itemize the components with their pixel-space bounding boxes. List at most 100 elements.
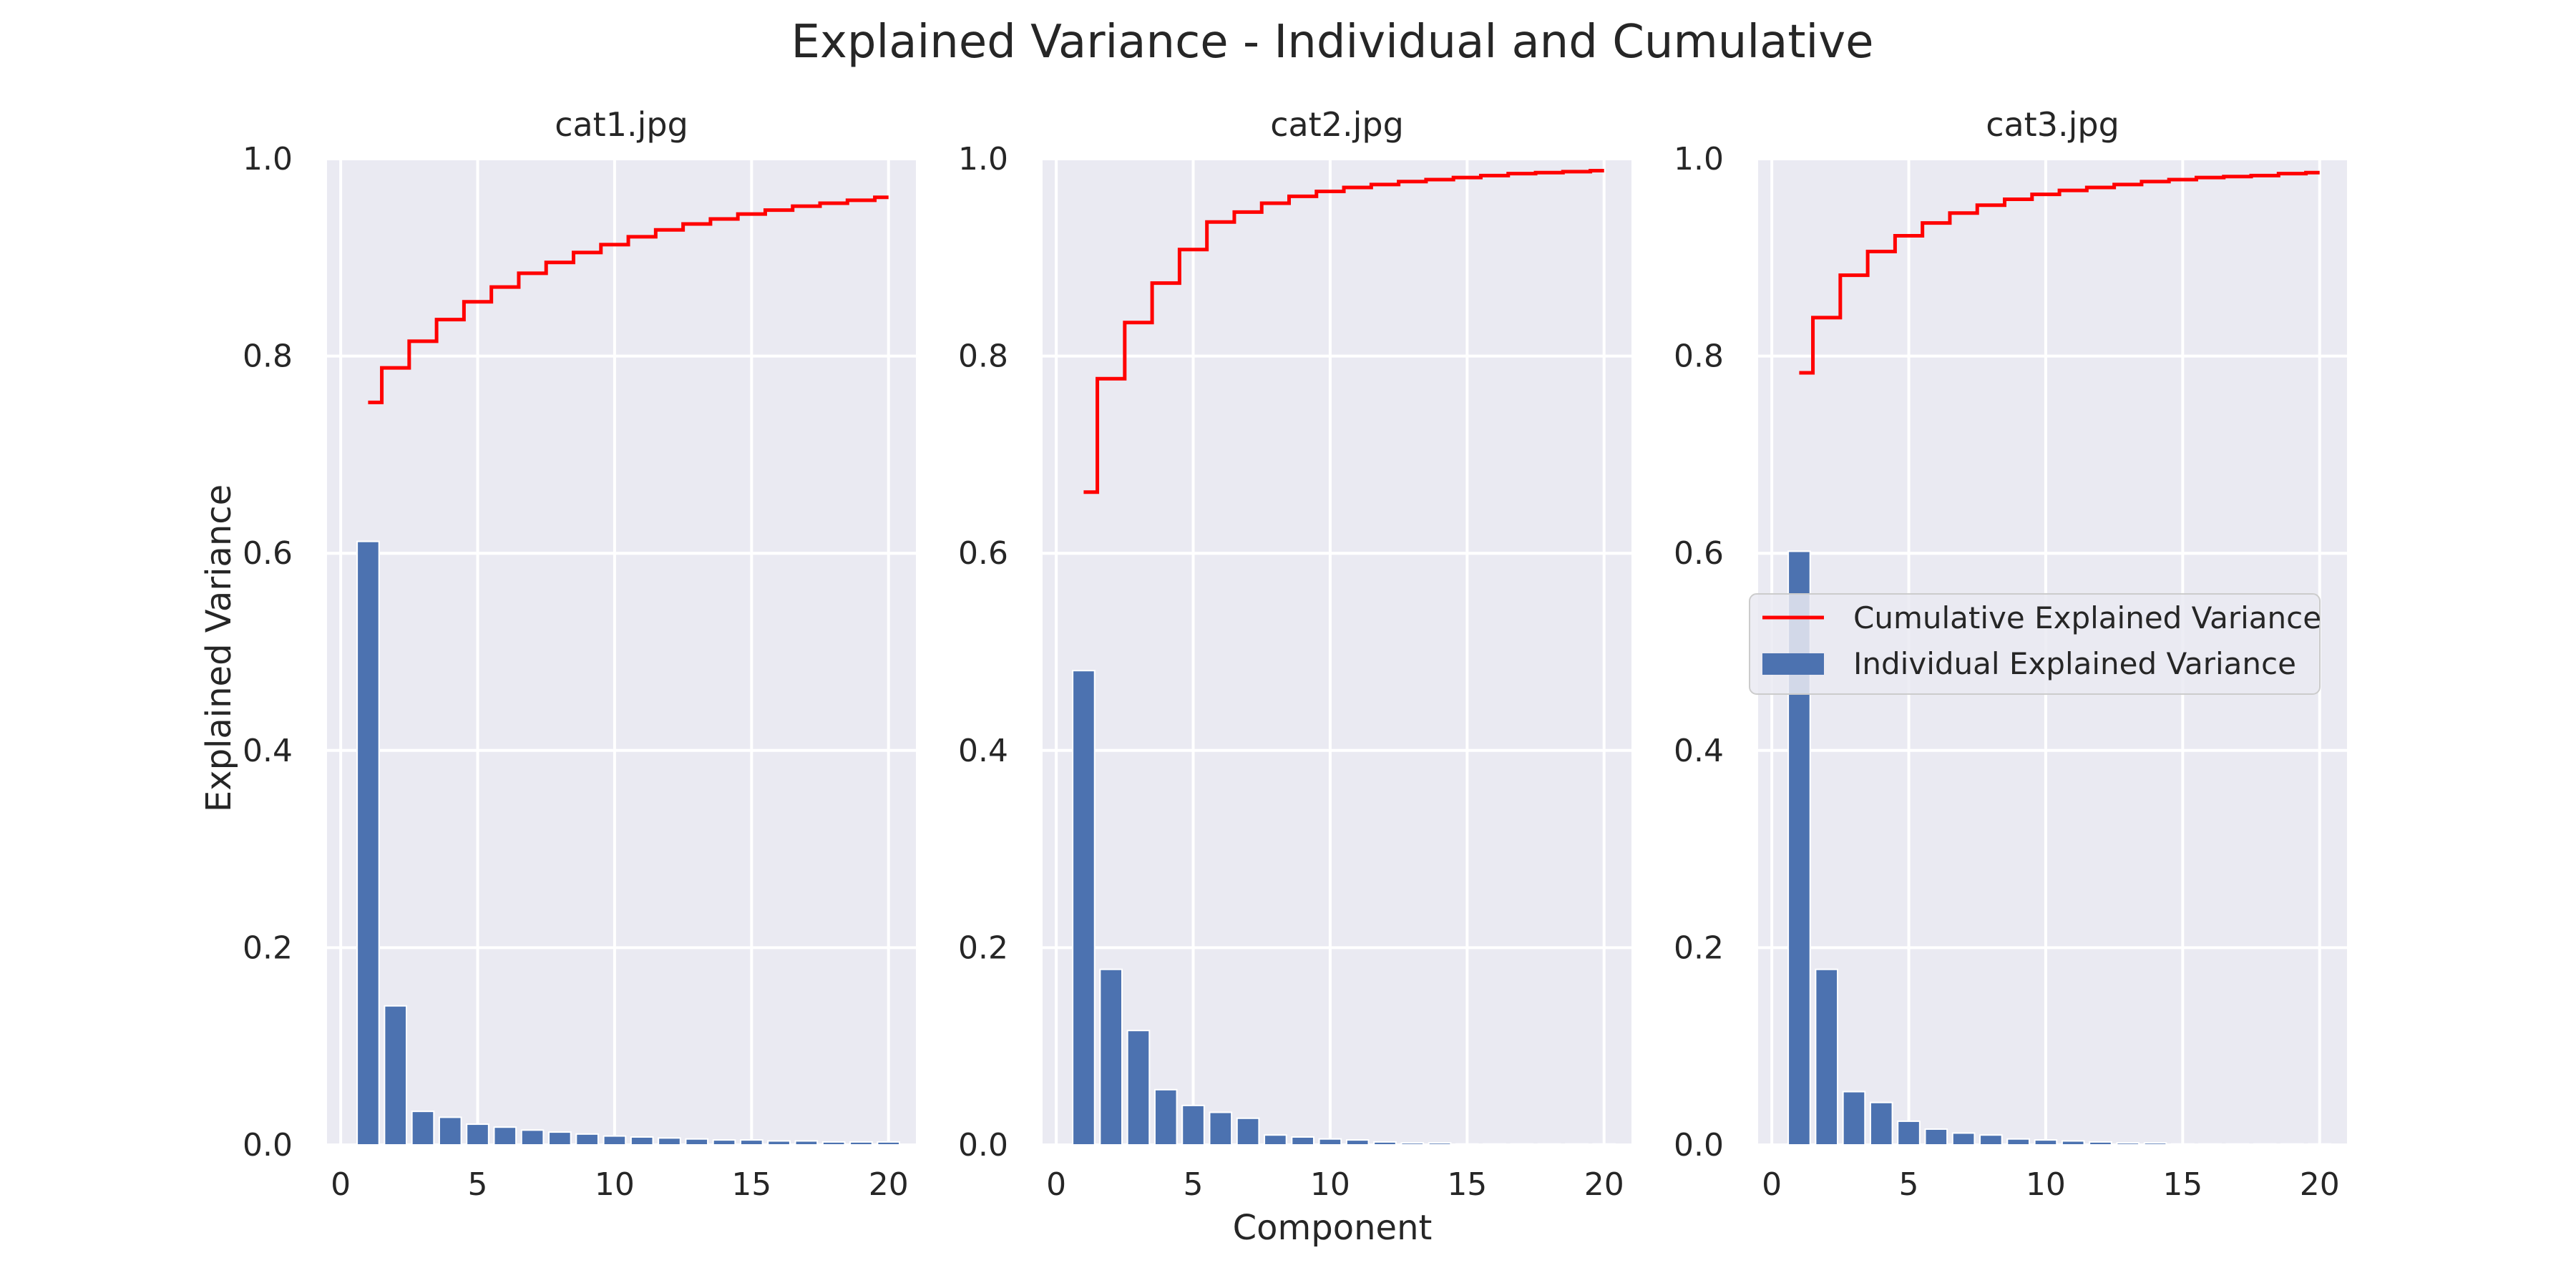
- bar: [2253, 1143, 2277, 1146]
- bar: [411, 1111, 435, 1146]
- panel-2: 0.0 0.2 0.4 0.6 0.8 1.0 0 5 10 15 20 cat2.jpg: [958, 105, 1631, 1203]
- bar: [1400, 1142, 1425, 1146]
- x-tick-label: 15: [1447, 1166, 1487, 1203]
- bar: [658, 1137, 681, 1146]
- bar: [712, 1139, 736, 1146]
- y-tick-label: 0.2: [243, 930, 293, 966]
- bar: [1291, 1136, 1314, 1146]
- subplot-title: cat2.jpg: [1270, 105, 1404, 144]
- x-tick-label: 5: [1899, 1166, 1919, 1203]
- y-tick-label: 0.2: [1674, 930, 1724, 966]
- legend-label-cumulative: Cumulative Explained Variance: [1853, 600, 2321, 635]
- subplot-title: cat3.jpg: [1986, 105, 2119, 144]
- bar: [2061, 1140, 2085, 1146]
- bar: [1428, 1142, 1452, 1146]
- x-tick-label: 5: [468, 1166, 488, 1203]
- bar: [1126, 1030, 1151, 1146]
- legend-bar-swatch: [1762, 653, 1824, 675]
- x-tick-label: 10: [1310, 1166, 1350, 1203]
- legend-box: [1749, 593, 2321, 695]
- x-axis-label: Component: [1233, 1208, 1433, 1248]
- x-tick-label: 0: [1046, 1166, 1066, 1203]
- y-tick-label: 0.4: [958, 733, 1008, 769]
- bar: [1565, 1143, 1589, 1146]
- y-tick-label: 1.0: [1674, 141, 1724, 177]
- bar: [1373, 1141, 1397, 1146]
- figure-title: Explained Variance - Individual and Cumu…: [791, 16, 1874, 69]
- bar: [466, 1123, 489, 1146]
- bar: [685, 1138, 709, 1146]
- x-tick-label: 0: [1762, 1166, 1782, 1203]
- bar: [520, 1129, 545, 1146]
- plot-background: [1043, 159, 1631, 1145]
- y-tick-label: 1.0: [243, 141, 293, 177]
- bar: [1181, 1104, 1205, 1146]
- y-tick-label: 1.0: [958, 141, 1008, 177]
- bar: [767, 1140, 791, 1146]
- bar: [2308, 1143, 2332, 1146]
- y-tick-label: 0.6: [243, 535, 293, 572]
- y-tick-label: 0.6: [1674, 535, 1724, 572]
- bar: [1842, 1091, 1866, 1146]
- bar: [849, 1141, 873, 1146]
- cumulative-step-line: [1799, 170, 2320, 375]
- bar: [2034, 1139, 2058, 1146]
- bar: [1209, 1111, 1233, 1146]
- bar: [821, 1141, 846, 1146]
- bar: [1815, 968, 1839, 1146]
- bar: [740, 1139, 763, 1146]
- x-tick-label: 20: [1584, 1166, 1624, 1203]
- y-axis-label: Explained Variance: [199, 484, 239, 812]
- cumulative-step-line: [1083, 169, 1604, 494]
- bar: [794, 1140, 819, 1146]
- bar: [548, 1131, 572, 1146]
- y-tick-label: 0.8: [958, 338, 1008, 375]
- bar: [630, 1136, 654, 1146]
- bar: [1537, 1143, 1561, 1146]
- bar: [2280, 1143, 2304, 1146]
- bar: [602, 1135, 627, 1146]
- bar: [493, 1126, 517, 1146]
- bar: [2225, 1143, 2250, 1146]
- bar: [356, 540, 380, 1146]
- panel-1: 0.0 0.2 0.4 0.6 0.8 1.0 0 5 10 15 20 cat1.jpg: [243, 105, 916, 1203]
- plot-background: [327, 159, 916, 1145]
- y-tick-label: 0.6: [958, 535, 1008, 572]
- bar: [1264, 1134, 1287, 1146]
- y-tick-label: 0.8: [243, 338, 293, 375]
- bar: [1345, 1139, 1370, 1146]
- bar: [438, 1116, 462, 1146]
- bar: [1951, 1132, 1976, 1146]
- y-tick-label: 0.0: [958, 1127, 1008, 1163]
- y-tick-label: 0.2: [958, 930, 1008, 966]
- x-tick-label: 0: [331, 1166, 351, 1203]
- x-tick-label: 15: [731, 1166, 771, 1203]
- bar: [1869, 1101, 1893, 1146]
- bar: [1236, 1117, 1260, 1146]
- subplot-title: cat1.jpg: [555, 105, 688, 144]
- y-tick-label: 0.0: [243, 1127, 293, 1163]
- bar: [1979, 1134, 2003, 1146]
- bar: [2143, 1142, 2167, 1146]
- bar: [1924, 1128, 1948, 1146]
- bar: [2116, 1142, 2140, 1146]
- x-tick-label: 5: [1184, 1166, 1204, 1203]
- x-tick-label: 20: [869, 1166, 909, 1203]
- legend: Cumulative Explained Variance Individual …: [1749, 593, 2321, 695]
- bar: [384, 1005, 408, 1146]
- bar: [1318, 1138, 1342, 1146]
- bar: [1099, 968, 1123, 1146]
- cumulative-step-line: [368, 195, 889, 404]
- bar: [1483, 1143, 1506, 1146]
- x-tick-label: 20: [2300, 1166, 2340, 1203]
- bar: [2006, 1138, 2030, 1146]
- bar: [575, 1133, 599, 1146]
- bar: [2171, 1143, 2195, 1146]
- legend-label-individual: Individual Explained Variance: [1853, 646, 2296, 681]
- x-tick-label: 10: [2026, 1166, 2066, 1203]
- bar: [1592, 1143, 1616, 1146]
- bar: [1072, 670, 1096, 1146]
- bar: [1510, 1143, 1534, 1146]
- y-tick-label: 0.4: [243, 733, 293, 769]
